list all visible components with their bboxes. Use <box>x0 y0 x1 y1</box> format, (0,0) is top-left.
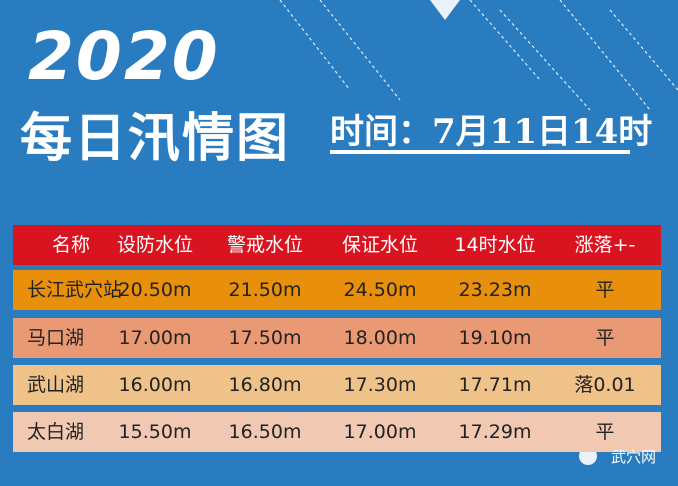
table-cell: 落0.01 <box>574 374 636 396</box>
title: 每日汛情图 <box>20 109 291 169</box>
table-cell: 长江武穴站 <box>27 279 123 301</box>
column-header: 警戒水位 <box>226 234 304 256</box>
table-cell: 太白湖 <box>27 421 85 443</box>
watermark: 武穴网 <box>610 448 656 466</box>
table-row: 武山湖 16.00m 16.80m 17.30m 17.71m 落0.01 <box>13 365 661 405</box>
table-cell: 16.80m <box>228 374 302 396</box>
table-cell: 平 <box>595 327 615 349</box>
column-header: 保证水位 <box>341 234 419 256</box>
table-cell: 18.00m <box>343 327 417 349</box>
table-cell: 17.00m <box>118 327 192 349</box>
time: 时间：7月11日14时 <box>330 112 653 152</box>
column-header: 14时水位 <box>454 234 536 256</box>
table-cell: 24.50m <box>343 279 417 301</box>
table-cell: 23.23m <box>458 279 532 301</box>
table-cell: 15.50m <box>118 421 192 443</box>
table-cell: 16.50m <box>228 421 302 443</box>
column-header: 涨落+- <box>574 234 636 256</box>
table-row: 长江武穴站 20.50m 21.50m 24.50m 23.23m 平 <box>13 270 661 310</box>
table-row: 马口湖 17.00m 17.50m 18.00m 19.10m 平 <box>13 318 661 358</box>
table-cell: 武山湖 <box>27 374 85 396</box>
table-cell: 19.10m <box>458 327 532 349</box>
table-cell: 17.71m <box>458 374 532 396</box>
year: 2020 <box>28 18 220 95</box>
table-cell: 平 <box>595 279 615 301</box>
header-row: 名称 设防水位 警戒水位 保证水位 14时水位 涨落+- <box>13 225 661 265</box>
table-row: 太白湖 15.50m 16.50m 17.00m 17.29m 平 <box>13 412 661 452</box>
column-header: 名称 <box>51 234 91 256</box>
table-cell: 16.00m <box>118 374 192 396</box>
column-header: 设防水位 <box>116 234 194 256</box>
table-cell: 17.29m <box>458 421 532 443</box>
table-cell: 17.00m <box>343 421 417 443</box>
table-cell: 21.50m <box>228 279 302 301</box>
table-cell: 17.30m <box>343 374 417 396</box>
table-cell: 马口湖 <box>27 327 85 349</box>
table-cell: 平 <box>595 421 615 443</box>
table-cell: 17.50m <box>228 327 302 349</box>
table-cell: 20.50m <box>118 279 192 301</box>
underline <box>330 150 630 154</box>
